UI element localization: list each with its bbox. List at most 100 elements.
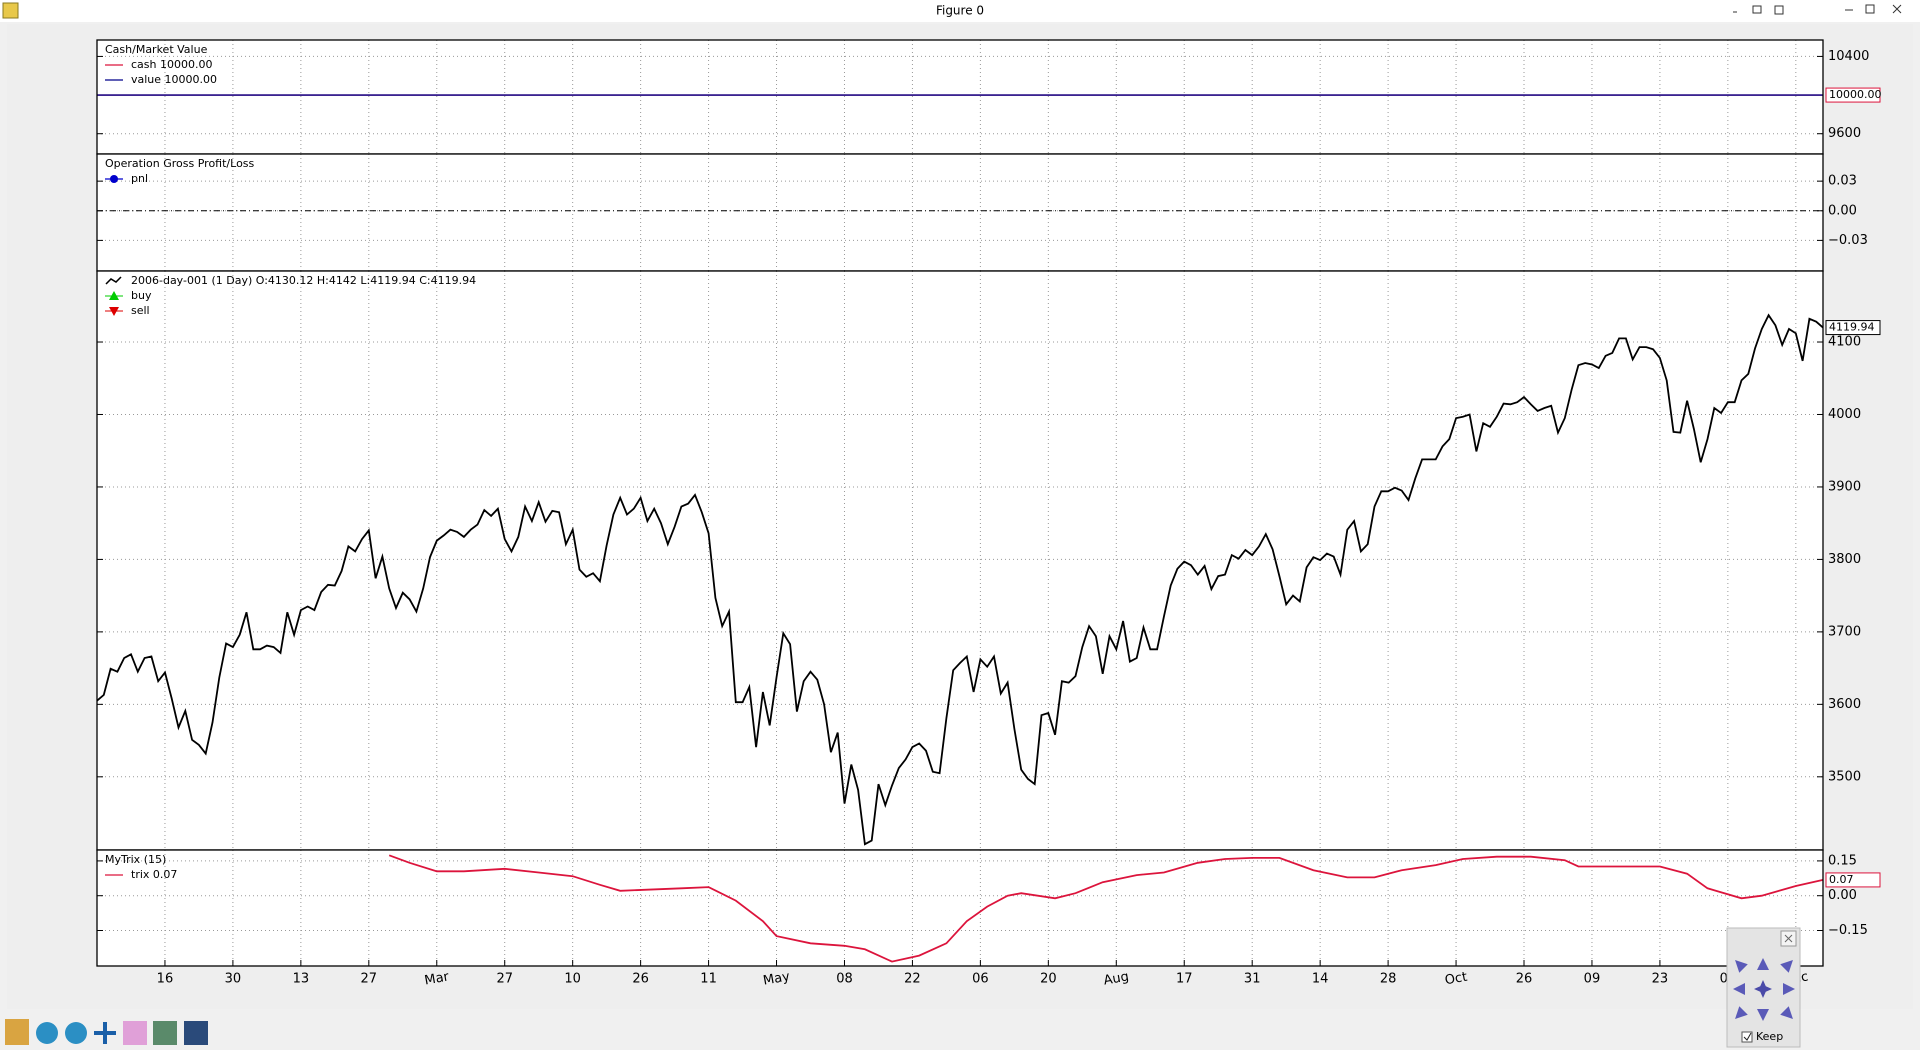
subplots-btn[interactable]	[153, 1021, 177, 1045]
x-tick-label: 20	[1040, 972, 1057, 987]
legend-name: pnl	[131, 172, 148, 185]
legend-marker	[109, 291, 119, 300]
forward-btn[interactable]	[65, 1022, 87, 1044]
legend-label: sell	[131, 304, 150, 317]
legend-name: 2006-day-001 (1 Day) O:4130.12 H:4142 L:…	[131, 274, 476, 287]
pan-arrow[interactable]	[1757, 1009, 1769, 1021]
home-btn[interactable]	[5, 1019, 29, 1045]
panel-title: Operation Gross Profit/Loss	[105, 157, 255, 170]
legend-name: cash	[131, 58, 157, 71]
series-line	[388, 854, 1824, 963]
x-tick-label: 30	[225, 972, 242, 987]
x-tick-label: 26	[632, 972, 649, 987]
y-tick-label: 4100	[1828, 335, 1861, 350]
legend-entry: sell	[105, 304, 150, 317]
x-tick-label: 27	[496, 972, 513, 987]
y-tick-label: 0.15	[1828, 853, 1857, 868]
window-title: Figure 0	[936, 4, 984, 18]
overlay-close-x	[1784, 934, 1793, 943]
y-tick-label: 4000	[1828, 407, 1861, 422]
y-tick-label: 9600	[1828, 126, 1861, 141]
pan-arrow[interactable]	[1783, 983, 1795, 995]
legend-marker	[110, 175, 118, 183]
zoom-btn[interactable]	[123, 1021, 147, 1045]
pan-arrow[interactable]	[1733, 983, 1745, 995]
title-bar	[0, 0, 1920, 22]
panel-title: MyTrix (15)	[105, 853, 166, 866]
legend-label: pnl	[131, 172, 148, 185]
legend-entry: 2006-day-001 (1 Day) O:4130.12 H:4142 L:…	[105, 274, 476, 287]
legend-label: trix 0.07	[131, 868, 177, 881]
x-tick-label: 06	[972, 972, 989, 987]
y-tick-label: −0.03	[1828, 233, 1868, 248]
keep-check	[1743, 1032, 1752, 1041]
plot-frame	[96, 849, 1824, 967]
x-tick-label: 26	[1516, 972, 1533, 987]
legend-value: 10000.00	[160, 58, 213, 71]
x-tick-label: Aug	[1102, 969, 1130, 988]
legend-entry: buy	[105, 289, 152, 302]
plot-area	[97, 271, 1823, 850]
keep-label: Keep	[1756, 1030, 1783, 1043]
x-tick-label: Oct	[1444, 970, 1469, 989]
x-tick-label: 27	[361, 972, 378, 987]
x-tick-label: 17	[1176, 972, 1193, 987]
pin-btn[interactable]	[1752, 5, 1762, 14]
pan-center[interactable]	[1754, 980, 1772, 998]
x-tick-label: 08	[836, 972, 853, 987]
legend-value: 0.07	[153, 868, 178, 881]
value-tag-label: 10000.00	[1829, 88, 1882, 101]
toolbar	[5, 1019, 208, 1045]
nav-overlay[interactable]: Keep	[1726, 927, 1801, 1048]
app-icon	[2, 2, 19, 19]
legend-entry: trix 0.07	[105, 868, 177, 881]
y-tick-label: 0.03	[1828, 174, 1857, 189]
save-btn[interactable]	[184, 1021, 208, 1045]
legend-entry: cash 10000.00	[105, 58, 213, 71]
x-tick-label: May	[762, 969, 791, 988]
x-tick-label: 10	[564, 972, 581, 987]
value-tag-label: 4119.94	[1829, 321, 1875, 334]
legend-entry: pnl	[105, 172, 148, 185]
y-tick-label: −0.15	[1828, 923, 1868, 938]
back-btn[interactable]	[36, 1022, 58, 1044]
pan-btn[interactable]	[94, 1022, 116, 1044]
x-tick-label: 22	[904, 972, 921, 987]
value-tag-label: 0.07	[1829, 873, 1854, 886]
x-tick-label: 09	[1584, 972, 1601, 987]
window-controls[interactable]	[1733, 4, 1902, 15]
x-tick-label: 14	[1312, 972, 1329, 987]
menu-btn[interactable]	[1774, 5, 1784, 15]
pan-arrow[interactable]	[1757, 958, 1769, 970]
x-tick-label: 13	[293, 972, 310, 987]
plot-area	[97, 154, 1823, 271]
y-tick-label: 0.00	[1828, 888, 1857, 903]
legend-label: cash 10000.00	[131, 58, 213, 71]
x-tick-label: 23	[1652, 972, 1669, 987]
x-tick-label: 31	[1244, 972, 1261, 987]
y-tick-label: 3600	[1828, 697, 1861, 712]
y-tick-label: 10400	[1828, 49, 1869, 64]
legend-name: trix	[131, 868, 150, 881]
legend-value: 10000.00	[165, 73, 218, 86]
y-tick-label: 3500	[1828, 769, 1861, 784]
legend-label: 2006-day-001 (1 Day) O:4130.12 H:4142 L:…	[131, 274, 476, 287]
legend-name: value	[131, 73, 161, 86]
maximize[interactable]	[1865, 4, 1875, 14]
x-tick-label: 28	[1380, 972, 1397, 987]
x-tick-label: 11	[700, 972, 717, 987]
close[interactable]	[1892, 4, 1902, 14]
legend-label: value 10000.00	[131, 73, 217, 86]
value-tag	[1825, 320, 1881, 336]
keep-checkbox[interactable]	[1741, 1031, 1753, 1043]
value-tag	[1825, 872, 1881, 888]
y-tick-label: 3900	[1828, 479, 1861, 494]
x-tick-label: Mar	[423, 969, 450, 988]
legend-entry: value 10000.00	[105, 73, 217, 86]
plot-area	[97, 40, 1823, 154]
panel-title: Cash/Market Value	[105, 43, 208, 56]
value-tag	[1825, 87, 1881, 103]
x-tick-label: 16	[157, 972, 174, 987]
